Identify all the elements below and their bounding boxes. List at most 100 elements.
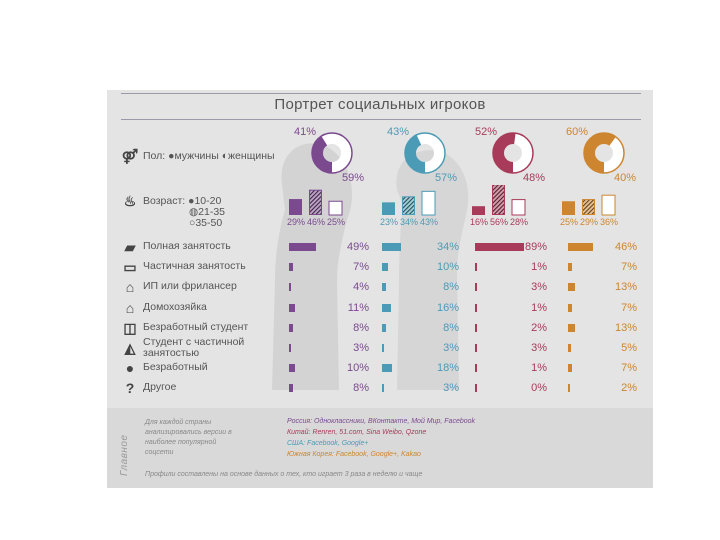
emp-label-4-2: 2% — [531, 321, 547, 334]
person-icon: ● — [125, 360, 135, 377]
age-label-1-2: 43% — [420, 217, 439, 227]
row-label-3: Домохозяйка — [143, 300, 207, 313]
pie-outline — [492, 132, 534, 174]
pie-outline — [583, 132, 625, 174]
birthday-cake-icon: ♨ — [123, 193, 137, 209]
age-label-1-0: 23% — [380, 217, 399, 227]
infographic-card: Портрет социальных игроков ⚤ Пол: ●мужчи… — [107, 90, 653, 488]
row-label-6: Безработный — [143, 361, 208, 374]
row-label-1: Частичная занятость — [143, 260, 246, 273]
row-label-4: Безработный студент — [143, 320, 249, 333]
emp-bar-0-2 — [475, 243, 524, 251]
age-bar-hatch-3 — [583, 200, 594, 214]
age-label-0-1: 46% — [307, 217, 326, 227]
emp-bar-7-3 — [568, 384, 570, 393]
top-rule — [121, 93, 641, 94]
age-label: Возраст: — [143, 195, 186, 207]
emp-bar-4-2 — [475, 323, 477, 332]
emp-label-4-3: 13% — [614, 321, 637, 334]
age-bar-2-2 — [511, 199, 526, 216]
age-label-3-1: 29% — [580, 217, 599, 227]
emp-label-3-2: 1% — [531, 301, 547, 314]
footer-sources: Россия: Одноклассники, ВКонтакте, Мой Ми… — [287, 416, 607, 460]
gender-pies — [311, 132, 625, 174]
age-bar-3-0 — [562, 201, 575, 215]
emp-label-5-3: 5% — [621, 342, 637, 354]
age-legend-symbol-2: ◍ — [189, 206, 199, 218]
emp-label-7-2: 0% — [531, 382, 547, 395]
emp-label-1-2: 1% — [531, 261, 547, 274]
emp-label-2-1: 8% — [443, 281, 459, 294]
page-title: Портрет социальных игроков — [274, 96, 486, 113]
emp-bar-3-3 — [568, 303, 572, 312]
age-bar-1-2 — [421, 190, 436, 216]
pie-outline — [311, 132, 353, 174]
emp-bar-0-3 — [568, 243, 594, 251]
emp-label-0-3: 46% — [614, 241, 637, 253]
pie-slice-male — [405, 133, 445, 173]
row-label-5: Студент с частичной занятостью — [143, 336, 245, 359]
pie-label-top-0: 41% — [294, 126, 317, 138]
age-legend-2: 21-35 — [198, 206, 226, 218]
emp-label-6-3: 7% — [621, 362, 637, 375]
source-usa: США: Facebook, Google+ — [287, 440, 369, 447]
emp-bar-6-0 — [289, 364, 295, 373]
emp-label-1-3: 7% — [621, 261, 637, 274]
male-legend-symbol: ● — [168, 150, 175, 162]
emp-label-1-1: 10% — [436, 261, 459, 274]
age-label-2-2: 28% — [510, 217, 529, 227]
gender-pie-3 — [583, 132, 625, 174]
house-icon: ⌂ — [125, 279, 135, 296]
age-bar-1-0 — [382, 202, 395, 215]
age-label-3-2: 36% — [600, 217, 619, 227]
emp-bar-2-2 — [475, 283, 477, 292]
emp-bar-5-2 — [475, 344, 477, 352]
emp-bar-7-1 — [382, 384, 384, 393]
source-russia: Россия: Одноклассники, ВКонтакте, Мой Ми… — [287, 418, 476, 425]
footer-bottom-note: Профили составлены на основе данных о те… — [145, 471, 423, 478]
pie-label-bottom-3: 40% — [614, 172, 637, 184]
emp-bar-6-1 — [382, 364, 392, 373]
pie-slice-male — [493, 133, 533, 173]
gender-pie-0 — [311, 132, 353, 174]
emp-bar-3-1 — [382, 303, 391, 312]
footer-vertical-label: Главное — [119, 434, 130, 476]
emp-bar-7-0 — [289, 384, 294, 393]
age-label-0-2: 25% — [327, 217, 346, 227]
emp-label-3-1: 16% — [436, 301, 459, 314]
age-bar-hatch-0 — [310, 190, 321, 214]
emp-bar-1-1 — [382, 263, 388, 272]
pie-slice-male — [312, 133, 352, 173]
pie-outline — [404, 132, 446, 174]
book-icon: ◫ — [123, 319, 137, 336]
emp-label-2-2: 3% — [531, 281, 547, 294]
footer: Для каждой страны анализировались версии… — [107, 408, 653, 488]
age-label-2-1: 56% — [490, 217, 509, 227]
emp-label-7-1: 3% — [443, 382, 459, 395]
emp-label-2-3: 13% — [614, 281, 637, 294]
emp-bar-5-3 — [568, 344, 571, 352]
emp-bar-3-2 — [475, 303, 477, 312]
age-legend-3: 35-50 — [195, 217, 223, 229]
title-rule — [121, 119, 641, 120]
footer-left-note: Для каждой страны анализировались версии… — [145, 419, 232, 456]
age-label-0-0: 29% — [287, 217, 306, 227]
age-row-label: Возраст: ●10-20 ◍21-35 ○35-50 — [143, 196, 225, 229]
emp-bar-7-2 — [475, 384, 477, 393]
gender-row-label: Пол: ●мужчины ◐женщины — [143, 150, 275, 162]
emp-label-4-1: 8% — [443, 321, 459, 334]
emp-label-6-2: 1% — [531, 362, 547, 375]
age-label-1-1: 34% — [400, 217, 419, 227]
row-label-7: Другое — [143, 381, 177, 394]
pie-label-top-3: 60% — [566, 126, 589, 138]
age-bar-2-0 — [472, 206, 485, 215]
age-legend-symbol-3: ○ — [189, 217, 196, 229]
emp-bar-2-1 — [382, 283, 387, 292]
emp-label-5-1: 3% — [443, 342, 459, 354]
question-icon: ? — [125, 380, 135, 397]
male-legend: мужчины — [174, 150, 219, 162]
row-label-2: ИП или фрилансер — [143, 280, 237, 293]
emp-bar-6-3 — [568, 364, 572, 373]
emp-label-3-3: 7% — [621, 301, 637, 314]
age-legend-1: 10-20 — [194, 195, 222, 207]
